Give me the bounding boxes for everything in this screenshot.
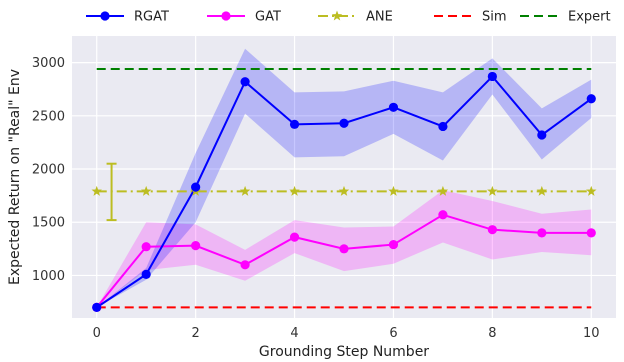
legend-ane-marker [331, 10, 343, 21]
ane-point [437, 185, 449, 196]
gat-point [537, 228, 547, 238]
legend-rgat-marker [100, 11, 110, 21]
x-tick-label: 8 [488, 326, 496, 341]
rgat-point [388, 102, 399, 112]
gat-point [240, 260, 250, 270]
x-tick-label: 0 [93, 326, 101, 341]
x-tick-label: 4 [290, 326, 298, 341]
legend-gat-marker [221, 11, 231, 21]
gat-point [141, 242, 151, 252]
legend-expert-label: Expert [568, 10, 611, 25]
gat-point [586, 228, 596, 238]
rgat-point [289, 119, 300, 129]
y-tick-label: 2500 [32, 109, 65, 124]
series-markers [91, 71, 597, 312]
rgat-point [240, 77, 250, 87]
ane-point [289, 185, 300, 196]
rgat-point [339, 118, 349, 128]
gat-point [487, 225, 497, 235]
legend-sim-label: Sim [482, 10, 507, 25]
gat-point [438, 210, 448, 220]
legend-rgat-label: RGAT [134, 10, 169, 25]
gat-point [191, 241, 201, 251]
rgat-point [191, 182, 201, 192]
ane-point [388, 185, 399, 196]
rgat-point [92, 302, 102, 312]
rgat-point [141, 269, 151, 279]
x-tick-label: 2 [191, 326, 199, 341]
legend: RGAT GAT ANE Sim Expert [86, 10, 611, 25]
y-tick-label: 1500 [32, 216, 65, 231]
y-tick-label: 3000 [32, 56, 65, 71]
gat-point [388, 239, 399, 250]
plot-background [72, 36, 616, 318]
ane-point [91, 185, 102, 196]
ane-point [338, 185, 350, 196]
ane-point [536, 185, 548, 196]
rgat-point [438, 121, 448, 132]
ane-point [586, 185, 597, 196]
rgat-point [537, 130, 547, 140]
y-tick-label: 2000 [32, 163, 65, 178]
y-tick-labels: 1000 1500 2000 2500 3000 [32, 56, 65, 284]
gat-point [289, 232, 300, 242]
rgat-confidence-band [96, 48, 592, 308]
y-tick-label: 1000 [32, 269, 65, 284]
legend-gat-label: GAT [255, 10, 281, 25]
y-axis-label: Expected Return on "Real" Env [7, 69, 23, 285]
gat-point [339, 244, 349, 254]
ane-point [239, 185, 251, 196]
ane-point [140, 185, 152, 196]
x-axis-label: Grounding Step Number [259, 344, 429, 360]
grid [72, 36, 616, 318]
x-tick-label: 10 [583, 326, 600, 341]
x-tick-label: 6 [389, 326, 397, 341]
legend-ane-label: ANE [366, 10, 393, 25]
ane-point [487, 185, 498, 196]
x-tick-labels: 0 2 4 6 8 10 [93, 326, 600, 341]
rgat-point [487, 71, 497, 82]
rgat-point [586, 94, 596, 104]
